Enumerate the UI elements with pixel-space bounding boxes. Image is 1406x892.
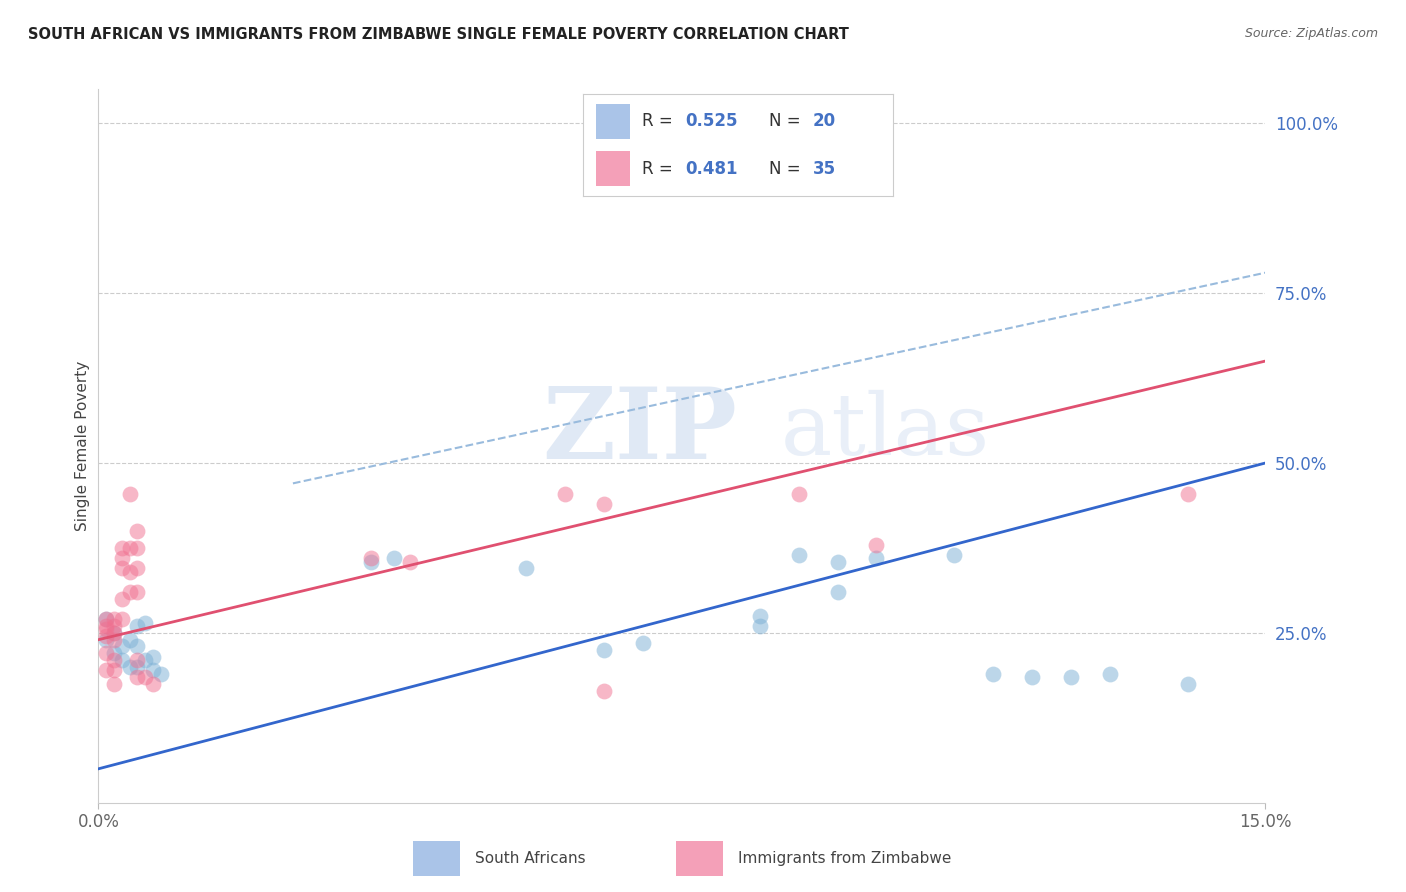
Bar <box>676 841 723 876</box>
Point <box>118 585 141 599</box>
Point <box>142 677 165 691</box>
Point <box>111 653 134 667</box>
Point <box>111 591 134 606</box>
Text: atlas: atlas <box>782 390 990 474</box>
Point <box>134 670 156 684</box>
Bar <box>413 841 460 876</box>
Point <box>593 497 616 511</box>
Bar <box>596 104 630 139</box>
Point <box>118 541 141 555</box>
Point <box>787 548 810 562</box>
Point <box>103 663 125 677</box>
Point <box>127 561 149 575</box>
Point <box>111 561 134 575</box>
Point <box>96 612 118 626</box>
Point <box>382 551 405 566</box>
Point <box>96 619 118 633</box>
Point <box>103 677 125 691</box>
Point <box>96 663 118 677</box>
Point <box>127 585 149 599</box>
Point <box>96 632 118 647</box>
Point <box>593 643 616 657</box>
Point <box>111 640 134 654</box>
Point <box>827 585 849 599</box>
Point <box>127 619 149 633</box>
Point <box>748 608 770 623</box>
Text: 35: 35 <box>813 160 835 178</box>
Text: N =: N = <box>769 112 806 130</box>
Point <box>103 619 125 633</box>
Point <box>631 636 654 650</box>
Point <box>943 548 966 562</box>
Text: R =: R = <box>643 160 678 178</box>
Text: N =: N = <box>769 160 806 178</box>
Text: SOUTH AFRICAN VS IMMIGRANTS FROM ZIMBABWE SINGLE FEMALE POVERTY CORRELATION CHAR: SOUTH AFRICAN VS IMMIGRANTS FROM ZIMBABW… <box>28 27 849 42</box>
Point <box>118 632 141 647</box>
Point <box>103 626 125 640</box>
Point <box>142 649 165 664</box>
Point <box>118 486 141 500</box>
Bar <box>596 151 630 186</box>
Point <box>111 541 134 555</box>
Point <box>127 541 149 555</box>
Point <box>865 537 887 551</box>
Point <box>127 640 149 654</box>
Text: Immigrants from Zimbabwe: Immigrants from Zimbabwe <box>738 851 952 866</box>
Text: R =: R = <box>643 112 678 130</box>
Text: Source: ZipAtlas.com: Source: ZipAtlas.com <box>1244 27 1378 40</box>
Point <box>1060 670 1083 684</box>
Point <box>1177 486 1199 500</box>
Point <box>103 626 125 640</box>
Point <box>96 612 118 626</box>
Point <box>103 646 125 660</box>
Point <box>103 612 125 626</box>
Point <box>827 555 849 569</box>
Point <box>96 629 118 643</box>
Text: 0.481: 0.481 <box>686 160 738 178</box>
Point <box>103 653 125 667</box>
Point <box>134 615 156 630</box>
Point <box>142 663 165 677</box>
Point <box>134 653 156 667</box>
Point <box>787 486 810 500</box>
Point <box>127 653 149 667</box>
Point <box>96 646 118 660</box>
Point <box>398 555 420 569</box>
Point <box>96 623 118 637</box>
Point <box>111 612 134 626</box>
Point <box>360 555 382 569</box>
Point <box>103 632 125 647</box>
Text: 0.525: 0.525 <box>686 112 738 130</box>
Point <box>111 551 134 566</box>
Point <box>515 561 537 575</box>
Text: 20: 20 <box>813 112 835 130</box>
Point <box>593 683 616 698</box>
Point <box>981 666 1004 681</box>
Point <box>748 619 770 633</box>
Text: South Africans: South Africans <box>475 851 586 866</box>
Point <box>1177 677 1199 691</box>
Point <box>118 565 141 579</box>
Point <box>118 660 141 674</box>
Point <box>127 670 149 684</box>
Point <box>360 551 382 566</box>
Y-axis label: Single Female Poverty: Single Female Poverty <box>75 361 90 531</box>
Point <box>554 486 576 500</box>
Point <box>127 660 149 674</box>
Point <box>1021 670 1043 684</box>
Point <box>127 524 149 538</box>
Text: ZIP: ZIP <box>541 384 737 480</box>
Point <box>1098 666 1121 681</box>
Point <box>865 551 887 566</box>
Point <box>149 666 172 681</box>
